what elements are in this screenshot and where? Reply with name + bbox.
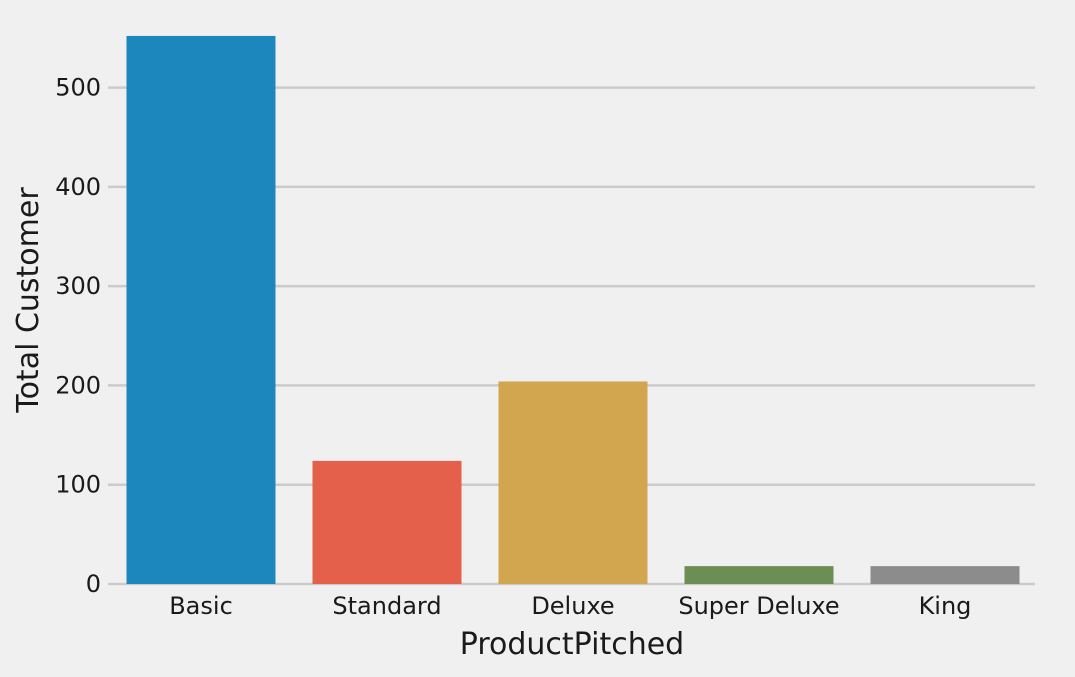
bar-standard (312, 460, 462, 584)
x-tick-labels: Basic Standard Deluxe Super Deluxe King (169, 592, 971, 620)
bar-basic (126, 35, 276, 584)
x-tick-label: Basic (169, 592, 233, 620)
y-tick-label: 300 (55, 272, 101, 300)
bars (126, 35, 1020, 584)
x-tick-label: King (919, 592, 972, 620)
y-tick-label: 500 (55, 74, 101, 102)
bar-deluxe (498, 381, 648, 584)
bar-king (870, 566, 1020, 584)
x-axis-title: ProductPitched (460, 627, 684, 662)
y-tick-label: 100 (55, 471, 101, 499)
y-tick-label: 200 (55, 371, 101, 399)
y-tick-labels: 0 100 200 300 400 500 (55, 74, 101, 598)
bar-super-deluxe (684, 566, 834, 584)
x-tick-label: Standard (332, 592, 441, 620)
y-tick-label: 0 (86, 570, 101, 598)
x-tick-label: Super Deluxe (678, 592, 839, 620)
y-axis-title: Total Customer (11, 187, 46, 414)
y-tick-label: 400 (55, 173, 101, 201)
x-tick-label: Deluxe (531, 592, 614, 620)
